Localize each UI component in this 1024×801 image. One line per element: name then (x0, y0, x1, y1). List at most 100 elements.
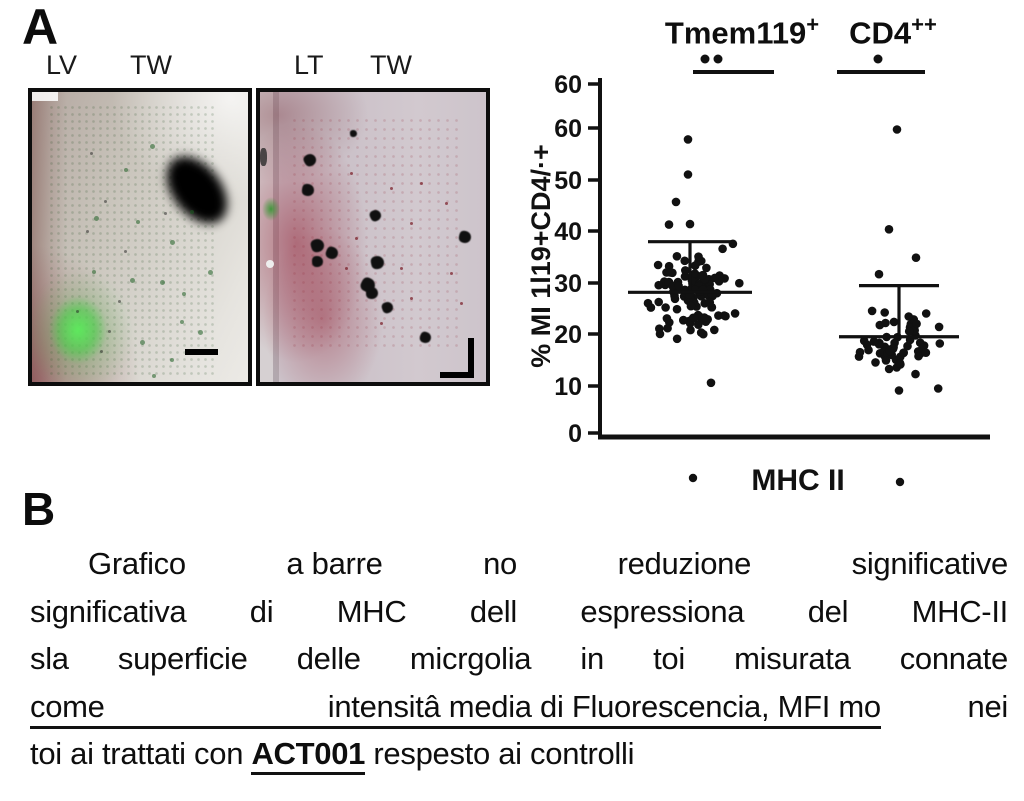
data-point (655, 324, 664, 334)
data-point (663, 323, 672, 333)
data-point (654, 297, 663, 307)
green-fluorescence-blob (49, 296, 107, 364)
speckle-dot (136, 220, 140, 224)
data-point (884, 225, 894, 234)
data-point (903, 341, 912, 351)
cell-dot (365, 286, 379, 300)
red-speckle-dot (355, 237, 358, 240)
caption-line: toi ai trattati con ACT001 respesto ai c… (30, 736, 1008, 784)
y-tick-label: 60 (554, 115, 582, 143)
speckle-dot (140, 340, 145, 345)
data-point (681, 266, 690, 275)
speckle-dot (100, 350, 103, 353)
data-point (694, 252, 703, 261)
data-point (672, 334, 682, 344)
data-point (683, 135, 693, 144)
red-speckle-dot (350, 172, 353, 175)
red-speckle-dot (410, 297, 413, 300)
caption-word: di (249, 593, 274, 629)
caption-line: come intensitâ media di Fluorescencia, MF… (30, 689, 1008, 737)
data-point (661, 303, 670, 312)
cell-dot (367, 207, 383, 223)
data-point (884, 364, 894, 374)
speckle-dot (118, 300, 121, 303)
significance-dot (700, 54, 710, 64)
data-point (874, 269, 884, 279)
data-point (730, 309, 740, 318)
data-point (671, 197, 681, 207)
red-speckle-dot (390, 187, 393, 190)
data-point (683, 170, 693, 179)
speckle-dot (208, 270, 213, 275)
caption-word: reduzione (617, 546, 752, 581)
data-point (706, 378, 716, 388)
significance-dot (873, 54, 883, 64)
caption-word: a barre (286, 546, 383, 581)
speckle-dot (108, 330, 111, 333)
caption-line: significativa di MHC dell espressiona del MHC-… (30, 594, 1008, 642)
red-speckle-dot (345, 267, 348, 270)
red-speckle-texture (290, 116, 458, 348)
microscopy-image-left (28, 88, 252, 386)
data-point (855, 347, 865, 357)
speckle-dot (104, 200, 107, 203)
caption-word: delle (296, 641, 361, 676)
group-title: Tmem119+ (664, 12, 820, 51)
microscopy-image-right (256, 88, 490, 386)
cell-dot (311, 255, 323, 267)
caption-word: toi (653, 641, 685, 676)
cell-dot (349, 129, 357, 137)
data-point (859, 336, 869, 346)
x-category-dot (688, 473, 698, 483)
data-point (665, 268, 675, 277)
data-point (686, 301, 696, 311)
caption-word: significative (851, 546, 1009, 581)
data-point (912, 319, 921, 329)
data-point (672, 304, 682, 314)
data-point (710, 325, 719, 335)
group-title-sup: + (806, 12, 820, 37)
speckle-dot (182, 292, 186, 296)
speckle-dot (76, 310, 79, 313)
data-point (880, 308, 889, 317)
significance-dot (713, 54, 723, 64)
caption-word: intensitâ media di Fluorescencia, MFI mo (327, 688, 881, 724)
data-point (690, 269, 700, 278)
caption-word: nei (967, 688, 1009, 724)
data-point (680, 256, 689, 266)
cell-dot (301, 151, 319, 169)
data-point (911, 253, 921, 262)
data-point (668, 281, 677, 291)
cell-dot (457, 229, 473, 245)
y-tick-label: 60 (554, 71, 582, 99)
data-point (933, 384, 943, 393)
data-point (686, 325, 695, 335)
data-point (895, 358, 905, 368)
speckle-dot (164, 212, 167, 215)
data-point (654, 280, 663, 290)
speckle-dot (170, 358, 174, 362)
speckle-dot (90, 152, 93, 155)
data-point (670, 294, 680, 304)
data-point (705, 298, 715, 307)
speckle-dot (170, 240, 175, 245)
emphasized-term: ACT001 (251, 736, 365, 775)
red-speckle-dot (410, 222, 413, 225)
data-point (699, 329, 708, 339)
speckle-dot (124, 250, 127, 253)
caption-word: MHC (336, 593, 407, 629)
y-tick-label: 10 (554, 373, 582, 401)
data-point (869, 337, 879, 346)
y-axis-label: % MI 1l19+CD4/·+ (526, 144, 556, 368)
cell-dot (379, 299, 395, 315)
image-label: LV (46, 50, 78, 80)
panel-b-label: B (22, 483, 56, 535)
y-tick-label: 20 (554, 321, 582, 349)
data-point (672, 251, 682, 261)
speckle-dot (190, 210, 194, 214)
caption-word: no (483, 546, 517, 581)
image-label: TW (130, 50, 172, 80)
data-point (899, 348, 908, 358)
x-axis-label: MHC II (751, 464, 844, 497)
